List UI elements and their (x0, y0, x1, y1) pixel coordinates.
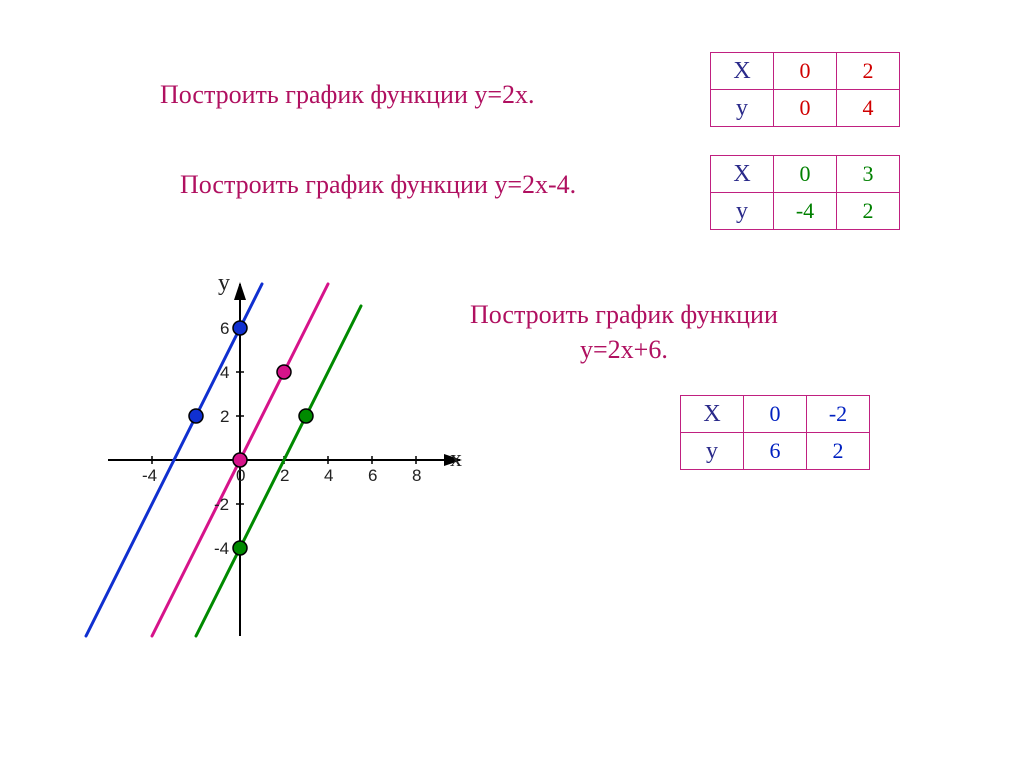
pt-green-3-2 (299, 409, 313, 423)
table3-x1: -2 (807, 396, 870, 433)
pt-green-0--4 (233, 541, 247, 555)
value-table-1: X 0 2 у 0 4 (710, 52, 900, 127)
table3-hdr-x: X (681, 396, 744, 433)
y-tick-label-4: 4 (220, 363, 229, 383)
table2-x1: 3 (837, 156, 900, 193)
table1-y1: 4 (837, 90, 900, 127)
title-func-2: Построить график функции у=2х-4. (180, 170, 576, 200)
table3-y0: 6 (744, 433, 807, 470)
title-func-3b: у=2х+6. (580, 335, 668, 365)
y-axis-label: у (218, 270, 230, 297)
table1-x1: 2 (837, 53, 900, 90)
title-func-1: Построить график функции у=2х. (160, 80, 535, 110)
x-tick-label-4: 4 (324, 466, 333, 486)
x-tick-label--4: -4 (142, 466, 157, 486)
pt-blue-0-6 (233, 321, 247, 335)
table1-hdr-x: X (711, 53, 774, 90)
table2-y1: 2 (837, 193, 900, 230)
value-table-3: X 0 -2 у 6 2 (680, 395, 870, 470)
line-y2x-4 (196, 306, 361, 636)
table2-hdr-x: X (711, 156, 774, 193)
title-func-3a: Построить график функции (470, 300, 778, 330)
coordinate-chart: у х -4 0 2 4 6 8 -4 -2 2 4 6 (110, 260, 470, 720)
value-table-2: X 0 3 у -4 2 (710, 155, 900, 230)
pt-pink-2-4 (277, 365, 291, 379)
pt-pink-0-0 (233, 453, 247, 467)
y-tick-label-6: 6 (220, 319, 229, 339)
table3-hdr-y: у (681, 433, 744, 470)
y-tick-label-2: 2 (220, 407, 229, 427)
table1-x0: 0 (774, 53, 837, 90)
x-tick-label-6: 6 (368, 466, 377, 486)
table3-x0: 0 (744, 396, 807, 433)
x-tick-label-8: 8 (412, 466, 421, 486)
y-tick-label--2: -2 (214, 495, 229, 515)
x-tick-label-0: 0 (236, 466, 245, 486)
x-tick-label-2: 2 (280, 466, 289, 486)
table1-hdr-y: у (711, 90, 774, 127)
table1-y0: 0 (774, 90, 837, 127)
table2-x0: 0 (774, 156, 837, 193)
x-axis-label: х (450, 446, 462, 473)
table3-y1: 2 (807, 433, 870, 470)
table2-y0: -4 (774, 193, 837, 230)
table2-hdr-y: у (711, 193, 774, 230)
chart-svg (110, 260, 470, 720)
y-tick-label--4: -4 (214, 539, 229, 559)
pt-blue--2-2 (189, 409, 203, 423)
